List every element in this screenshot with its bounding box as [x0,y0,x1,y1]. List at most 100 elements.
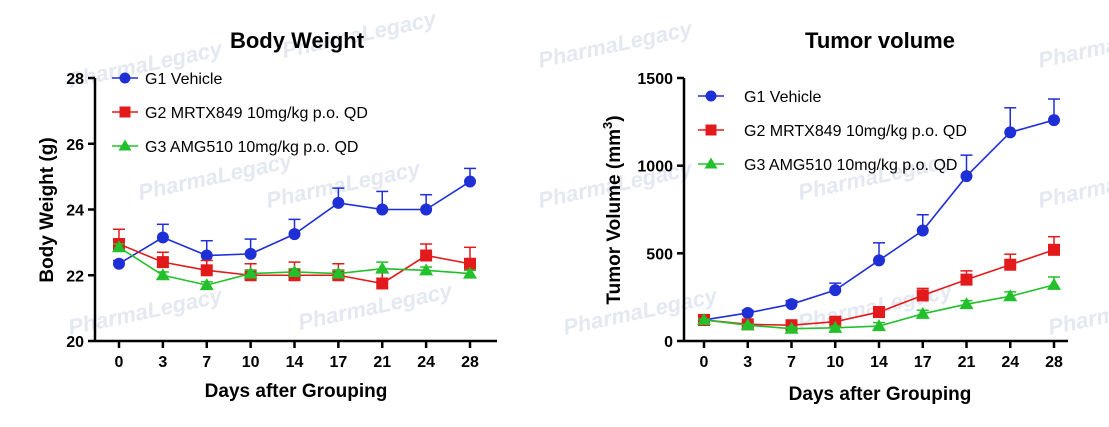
x-tick-label: 10 [826,354,844,371]
x-tick-label: 0 [700,354,709,371]
legend-label: G1 Vehicle [744,89,821,106]
y-tick-label: 28 [66,71,84,88]
legend-label: G2 MRTX849 10mg/kg p.o. QD [145,105,368,122]
y-tick-label: 26 [66,137,84,154]
y-axis-label: Body Weight (g) [37,137,58,282]
legend-item: G3 AMG510 10mg/kg p.o. QD [112,139,358,156]
data-point [419,263,434,276]
data-point [156,256,169,269]
series-1 [113,167,476,270]
legend-label: G3 AMG510 10mg/kg p.o. QD [744,157,957,174]
data-point [287,264,302,277]
x-tick-label: 24 [417,354,435,371]
data-point [784,321,799,334]
x-tick-label: 24 [1001,354,1019,371]
watermark-text: PharmaLegacy [1036,16,1109,73]
data-point [873,254,885,267]
data-point [915,306,930,319]
legend-label: G1 Vehicle [145,71,222,88]
y-tick-label: 500 [646,246,673,263]
data-point [288,228,301,241]
watermark-text: PharmaLegacy [1046,283,1109,340]
series-3 [697,276,1061,334]
data-point [463,266,477,279]
data-point [420,203,433,216]
y-tick-label: 22 [66,268,84,285]
x-tick-label: 10 [242,354,260,371]
series-line [703,119,1055,321]
data-point [113,257,125,270]
x-tick-label: 7 [202,354,211,371]
data-point [464,175,476,188]
data-point [697,312,711,325]
legend-item: G2 MRTX849 10mg/kg p.o. QD [698,123,967,140]
data-point [464,257,476,270]
data-point [376,277,389,290]
data-point [828,320,843,333]
chart-title: Body Weight [230,28,365,53]
data-point [959,297,974,310]
legend-label: G3 AMG510 10mg/kg p.o. QD [145,139,358,156]
data-point [1048,243,1060,256]
tumor-volume-chart: Tumor volume Tumor Volume (mm3) Days aft… [600,28,1068,405]
data-point [1003,289,1018,302]
x-tick-label: 3 [743,354,752,371]
data-point [705,90,717,102]
watermark-text: PharmaLegacy [66,283,226,340]
data-point [119,72,131,84]
x-tick-label: 21 [373,354,391,371]
data-point [376,203,389,216]
legend-item: G3 AMG510 10mg/kg p.o. QD [698,157,957,174]
data-point [705,124,717,136]
data-point [199,278,214,291]
data-point [785,298,798,311]
legend-item: G1 Vehicle [698,89,821,106]
data-point [331,266,346,279]
legend-label: G2 MRTX849 10mg/kg p.o. QD [744,123,967,140]
watermark-text: PharmaLegacy [561,283,721,340]
data-point [244,247,257,260]
watermark-text: PharmaLegacy [536,16,696,73]
series-3 [112,240,477,291]
y-tick-label: 1500 [637,71,673,88]
x-tick-label: 17 [914,354,932,371]
data-point [1004,126,1017,139]
chart-title: Tumor volume [805,28,955,53]
data-point [872,319,886,332]
x-axis-label: Days after Grouping [789,384,972,405]
data-point [200,249,213,262]
x-tick-label: 14 [870,354,888,371]
data-point [200,264,213,277]
x-tick-label: 0 [115,354,124,371]
legend: G1 Vehicle G2 MRTX849 10mg/kg p.o. QD G3 A… [698,89,967,174]
x-tick-label: 14 [286,354,304,371]
data-point [916,289,929,302]
data-point [960,273,973,286]
data-point [1048,114,1060,127]
data-point [829,284,842,297]
legend-item: G2 MRTX849 10mg/kg p.o. QD [112,105,368,122]
data-point [332,196,345,209]
data-point [155,268,170,281]
y-tick-label: 24 [66,203,84,220]
data-point [740,318,755,331]
data-point [119,106,131,118]
data-point [704,157,718,169]
data-point [1047,277,1061,290]
data-point [960,170,973,183]
legend: G1 Vehicle G2 MRTX849 10mg/kg p.o. QD G3 A… [112,71,368,156]
y-tick-label: 0 [664,334,673,351]
watermark-text: PharmaLegacy [296,278,456,335]
data-point [916,224,929,237]
watermark-text: PharmaLegacy [1036,156,1109,213]
x-tick-label: 21 [958,354,976,371]
data-point [118,139,132,151]
y-tick-label: 1000 [637,159,673,176]
data-point [243,266,258,279]
y-axis-label: Tumor Volume (mm3) [600,115,625,304]
data-point [873,306,885,319]
x-tick-label: 3 [158,354,167,371]
data-point [1004,258,1017,271]
x-axis-label: Days after Grouping [205,381,388,402]
